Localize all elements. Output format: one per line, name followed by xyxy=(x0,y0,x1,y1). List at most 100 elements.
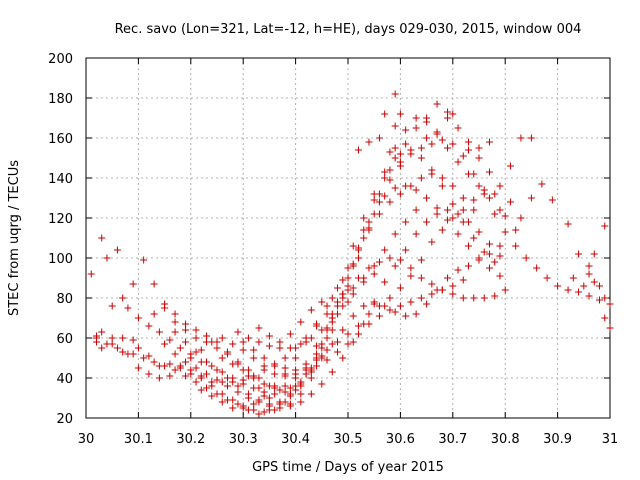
data-point xyxy=(548,196,556,204)
data-point xyxy=(344,274,352,282)
data-point xyxy=(423,134,431,142)
data-point xyxy=(370,262,378,270)
data-point xyxy=(203,332,211,340)
data-point xyxy=(103,254,111,262)
data-point xyxy=(596,282,604,290)
data-point xyxy=(339,354,347,362)
data-point xyxy=(396,256,404,264)
data-point xyxy=(302,360,310,368)
data-point xyxy=(255,384,263,392)
data-point xyxy=(465,146,473,154)
data-point xyxy=(360,302,368,310)
data-point xyxy=(590,278,598,286)
data-point xyxy=(176,344,184,352)
data-point xyxy=(381,278,389,286)
data-point xyxy=(239,346,247,354)
data-point xyxy=(239,404,247,412)
data-point xyxy=(465,242,473,250)
data-point xyxy=(444,114,452,122)
data-point xyxy=(417,154,425,162)
data-point xyxy=(527,194,535,202)
data-point xyxy=(370,300,378,308)
data-point xyxy=(286,384,294,392)
data-point xyxy=(449,140,457,148)
data-point xyxy=(381,174,389,182)
data-point xyxy=(182,338,190,346)
data-point xyxy=(192,348,200,356)
data-point xyxy=(302,366,310,374)
x-tick-label: 30.9 xyxy=(543,432,572,447)
data-point xyxy=(98,328,106,336)
data-point xyxy=(412,206,420,214)
data-point xyxy=(119,294,127,302)
data-point xyxy=(276,386,284,394)
data-point xyxy=(187,370,195,378)
data-point xyxy=(381,110,389,118)
data-point xyxy=(255,396,263,404)
data-point xyxy=(318,344,326,352)
data-point xyxy=(444,206,452,214)
data-point xyxy=(375,258,383,266)
data-point xyxy=(119,334,127,342)
data-point xyxy=(391,262,399,270)
data-point xyxy=(396,302,404,310)
data-point xyxy=(218,368,226,376)
x-tick-label: 30.1 xyxy=(124,432,153,447)
data-point xyxy=(402,126,410,134)
data-point xyxy=(428,170,436,178)
y-tick-label: 40 xyxy=(56,372,73,387)
data-point xyxy=(438,174,446,182)
data-point xyxy=(396,150,404,158)
data-point xyxy=(465,170,473,178)
data-point xyxy=(108,302,116,310)
data-point xyxy=(412,114,420,122)
data-point xyxy=(449,290,457,298)
data-point xyxy=(203,370,211,378)
data-point xyxy=(150,358,158,366)
y-tick-label: 180 xyxy=(48,92,73,107)
y-tick-label: 200 xyxy=(48,52,73,67)
data-point xyxy=(328,294,336,302)
data-point xyxy=(229,340,237,348)
data-point xyxy=(292,366,300,374)
data-point xyxy=(596,296,604,304)
data-point xyxy=(590,250,598,258)
data-point xyxy=(328,340,336,348)
data-point xyxy=(423,300,431,308)
data-point xyxy=(438,182,446,190)
data-point xyxy=(475,182,483,190)
data-point xyxy=(365,320,373,328)
data-point xyxy=(407,146,415,154)
data-point xyxy=(250,346,258,354)
data-point xyxy=(517,214,525,222)
data-point xyxy=(318,326,326,334)
data-point xyxy=(255,410,263,418)
data-point xyxy=(281,354,289,362)
data-point xyxy=(265,342,273,350)
data-point xyxy=(339,276,347,284)
data-point xyxy=(213,376,221,384)
data-point xyxy=(454,210,462,218)
data-point xyxy=(459,194,467,202)
data-point xyxy=(203,358,211,366)
data-point xyxy=(428,290,436,298)
data-point xyxy=(449,214,457,222)
data-point xyxy=(512,226,520,234)
data-point xyxy=(171,310,179,318)
data-point xyxy=(255,338,263,346)
data-point xyxy=(344,282,352,290)
data-point xyxy=(213,366,221,374)
data-point xyxy=(328,314,336,322)
data-point xyxy=(517,134,525,142)
data-point xyxy=(454,266,462,274)
data-point xyxy=(475,228,483,236)
data-point xyxy=(307,334,315,342)
data-point xyxy=(475,154,483,162)
data-point xyxy=(527,134,535,142)
data-point xyxy=(365,310,373,318)
data-point xyxy=(601,314,609,322)
data-point xyxy=(391,144,399,152)
data-point xyxy=(360,214,368,222)
data-point xyxy=(318,352,326,360)
data-point xyxy=(313,350,321,358)
